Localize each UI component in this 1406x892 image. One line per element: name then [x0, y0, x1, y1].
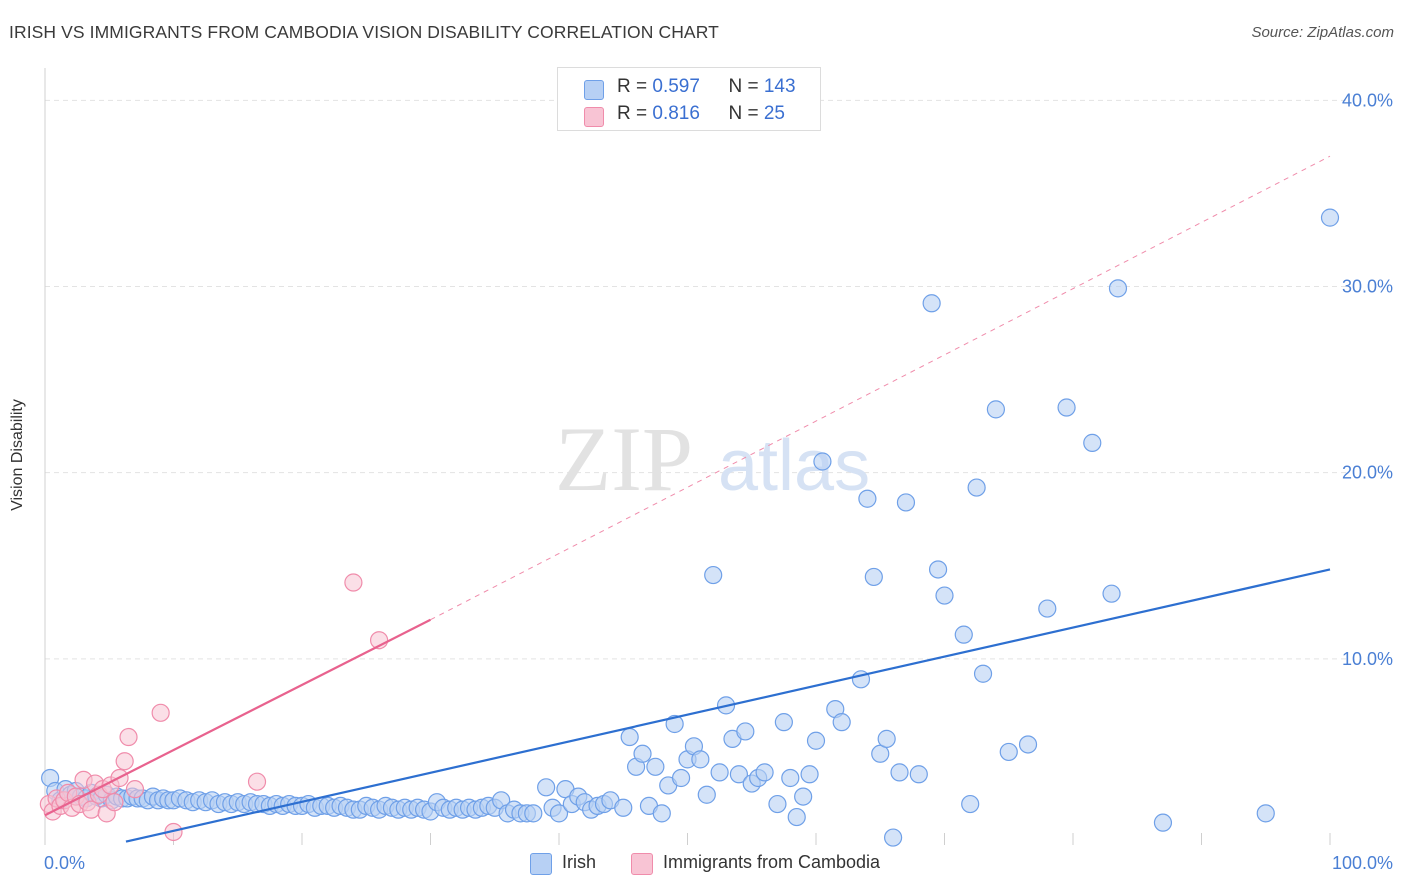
x-tick-label: 0.0% [44, 853, 85, 873]
correlation-legend: R = 0.597 N = 143 R = 0.816 N = 25 [557, 67, 821, 131]
cambodia-r-value: 0.816 [652, 103, 700, 124]
irish-point [774, 713, 793, 732]
irish-point [877, 729, 896, 748]
irish-point [1153, 813, 1173, 832]
irish-point [954, 625, 973, 644]
irish-point [935, 586, 954, 605]
irish-legend-label: Irish [562, 852, 597, 872]
cambodia-point [344, 573, 363, 592]
chart-title: IRISH VS IMMIGRANTS FROM CAMBODIA VISION… [9, 22, 719, 42]
cambodia-n-value: 25 [763, 103, 785, 124]
irish-n-label: N = [728, 76, 764, 97]
cambodia-point [115, 752, 134, 771]
irish-point [922, 294, 941, 313]
source-label: Source: ZipAtlas.com [1251, 24, 1394, 41]
cambodia-n-label: N = [728, 103, 764, 124]
irish-point [973, 664, 993, 683]
irish-point [549, 804, 569, 823]
irish-point [806, 731, 826, 750]
irish-point [967, 478, 986, 497]
cambodia-r-label: R = [617, 103, 653, 124]
irish-legend-swatch [530, 853, 552, 875]
cambodia-swatch [584, 107, 604, 127]
irish-point [671, 768, 691, 788]
cambodia-point [247, 772, 267, 791]
irish-point [524, 804, 543, 823]
irish-point [928, 560, 948, 579]
irish-point [755, 763, 774, 782]
irish-point [652, 804, 671, 823]
irish-point [710, 763, 729, 782]
irish-point [883, 828, 903, 847]
irish-point [691, 750, 710, 769]
y-tick-label: 10.0% [1342, 649, 1393, 669]
cambodia-legend-swatch [631, 853, 653, 875]
irish-r-label: R = [617, 76, 653, 97]
irish-point [768, 794, 787, 814]
irish-point [614, 798, 633, 817]
irish-point [1320, 208, 1340, 227]
cambodia-trend-extension [430, 155, 1331, 621]
irish-point [896, 493, 916, 512]
cambodia-point [119, 727, 138, 747]
irish-swatch [584, 80, 604, 100]
y-tick-label: 30.0% [1342, 277, 1393, 297]
x-tick-label: 100.0% [1332, 853, 1393, 873]
irish-point [537, 778, 556, 797]
irish-point [813, 452, 832, 471]
irish-point [704, 565, 723, 585]
y-tick-label: 20.0% [1342, 463, 1393, 483]
irish-point [736, 722, 755, 741]
irish-point [909, 765, 928, 784]
irish-point [781, 768, 800, 788]
irish-point [864, 567, 883, 587]
irish-point [999, 742, 1018, 762]
irish-point [890, 763, 909, 782]
irish-point [633, 744, 652, 763]
irish-point [1108, 279, 1128, 298]
irish-point [986, 400, 1006, 419]
watermark-atlas: atlas [718, 426, 870, 506]
irish-point [729, 765, 749, 784]
cambodia-point [82, 800, 101, 819]
irish-point [665, 714, 684, 734]
irish-point [620, 727, 639, 747]
irish-point [832, 713, 851, 732]
irish-point [1057, 398, 1076, 417]
irish-point [787, 807, 806, 827]
cambodia-trend-line [44, 618, 431, 817]
irish-n-value: 143 [763, 76, 796, 97]
irish-point [961, 794, 980, 814]
irish-point [794, 787, 813, 806]
irish-point [646, 757, 665, 776]
irish-r-value: 0.597 [652, 76, 700, 97]
irish-point [1083, 433, 1102, 452]
irish-point [800, 765, 819, 784]
irish-point [1038, 599, 1057, 618]
cambodia-point [125, 780, 145, 799]
irish-point [1018, 735, 1038, 754]
cambodia-legend-label: Immigrants from Cambodia [663, 852, 881, 872]
irish-point [697, 785, 716, 804]
cambodia-point [151, 703, 170, 722]
irish-point [1102, 584, 1121, 603]
watermark-zip: ZIP [555, 408, 693, 510]
irish-point [1256, 804, 1275, 823]
irish-point [858, 489, 877, 508]
irish-trend-line [125, 568, 1331, 843]
y-tick-label: 40.0% [1342, 90, 1393, 110]
cambodia-point [105, 793, 124, 812]
